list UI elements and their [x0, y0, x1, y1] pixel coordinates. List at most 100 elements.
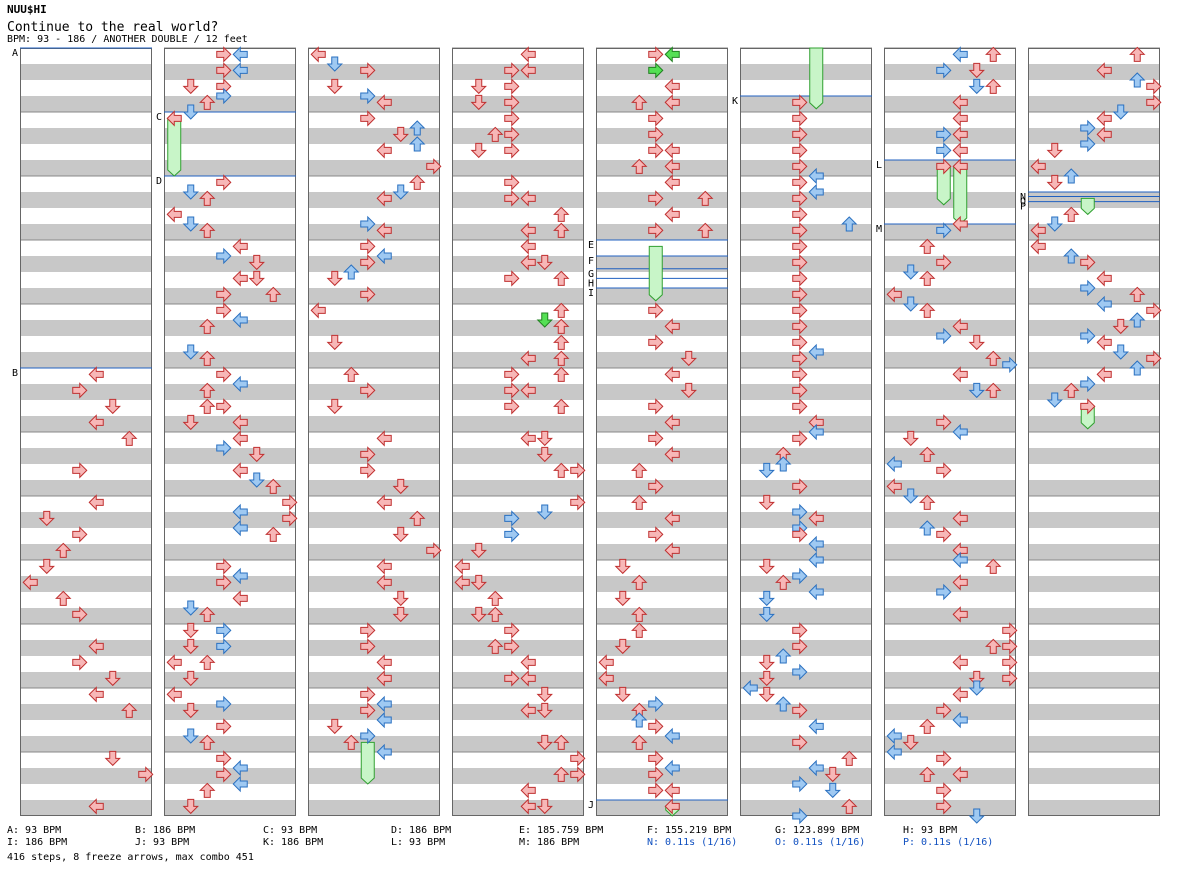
step-arrow: [72, 526, 88, 543]
step-arrow: [553, 334, 570, 350]
step-arrow: [22, 574, 38, 591]
step-arrow: [1080, 254, 1096, 271]
beat-stripe: [884, 384, 1016, 400]
step-arrow: [648, 126, 664, 143]
beat-stripe: [740, 608, 872, 624]
step-arrow: [919, 520, 936, 536]
step-arrow: [936, 142, 952, 159]
beat-stripe: [452, 320, 584, 336]
step-arrow: [808, 551, 824, 569]
beat-stripe: [164, 352, 296, 368]
column-border: [884, 48, 1016, 816]
step-arrow: [648, 222, 664, 239]
beat-stripe: [1028, 224, 1160, 240]
beat-stripe: [164, 800, 296, 816]
step-arrow: [1096, 126, 1112, 143]
beat-stripe: [596, 128, 728, 144]
step-arrow: [631, 712, 648, 728]
step-arrow: [360, 110, 376, 127]
chart-column: [740, 47, 872, 816]
step-arrow: [648, 526, 664, 543]
beat-stripe: [164, 288, 296, 304]
step-arrow: [360, 382, 376, 399]
step-arrow: [952, 654, 968, 671]
step-arrow: [952, 366, 968, 383]
step-arrow: [902, 430, 919, 447]
step-arrow: [232, 519, 248, 537]
step-arrow: [1146, 78, 1162, 95]
step-arrow: [570, 462, 586, 479]
step-arrow: [808, 718, 824, 735]
step-arrow: [166, 686, 182, 703]
step-arrow: [182, 728, 199, 744]
step-arrow: [166, 206, 182, 223]
step-arrow: [536, 446, 553, 463]
step-arrow: [182, 670, 199, 687]
step-arrow: [697, 190, 714, 206]
step-arrow: [631, 574, 648, 590]
freeze-arrow: [953, 165, 968, 225]
bpm-change-label: P: [1020, 202, 1026, 213]
step-arrow: [376, 494, 392, 511]
step-arrow: [664, 759, 680, 777]
chart-meta: BPM: 93 - 186 / ANOTHER DOUBLE / 12 feet: [7, 34, 248, 45]
step-arrow: [792, 302, 808, 319]
step-arrow: [520, 782, 536, 799]
step-arrow: [182, 104, 199, 120]
step-arrow: [968, 680, 985, 696]
step-arrow: [792, 702, 808, 719]
step-arrow: [343, 366, 360, 382]
beat-stripe: [596, 576, 728, 592]
step-arrow: [199, 734, 216, 750]
step-arrow: [88, 638, 104, 655]
step-arrow: [648, 478, 664, 495]
beat-stripe: [308, 64, 440, 80]
beat-stripe: [164, 576, 296, 592]
step-arrow: [808, 583, 824, 601]
step-arrow: [952, 94, 968, 111]
step-arrow: [792, 222, 808, 239]
step-arrow: [536, 702, 553, 719]
beat-stripe: [740, 416, 872, 432]
step-arrow: [936, 414, 952, 431]
beat-stripe: [884, 288, 1016, 304]
step-arrow: [504, 142, 520, 159]
beat-stripe: [452, 192, 584, 208]
step-arrow: [360, 286, 376, 303]
step-arrow: [792, 110, 808, 127]
step-arrow: [199, 606, 216, 622]
step-arrow: [216, 638, 232, 655]
step-arrow: [216, 750, 232, 767]
beat-stripe: [308, 352, 440, 368]
beat-stripe: [452, 608, 584, 624]
step-arrow: [182, 798, 199, 815]
step-arrow: [72, 462, 88, 479]
step-arrow: [792, 382, 808, 399]
step-arrow: [1046, 392, 1063, 408]
step-arrow: [664, 318, 680, 335]
step-arrow: [520, 430, 536, 447]
step-arrow: [1096, 334, 1112, 351]
step-arrow: [1002, 356, 1018, 374]
step-arrow: [1030, 222, 1046, 239]
step-arrow: [758, 670, 775, 687]
step-arrow: [1096, 62, 1112, 79]
beat-stripe: [452, 768, 584, 784]
step-arrow: [1146, 350, 1162, 367]
step-arrow: [631, 622, 648, 638]
step-arrow: [792, 638, 808, 655]
step-arrow: [631, 494, 648, 510]
step-arrow: [343, 734, 360, 750]
freeze-arrow: [809, 47, 824, 110]
beat-stripe: [884, 736, 1016, 752]
beat-stripe: [1028, 384, 1160, 400]
step-arrow: [1129, 312, 1146, 328]
step-arrow: [792, 807, 808, 825]
beat-stripe: [1028, 416, 1160, 432]
beat-stripe: [308, 384, 440, 400]
chart-column: [452, 47, 584, 816]
step-arrow: [232, 270, 248, 287]
step-arrow: [792, 318, 808, 335]
beat-stripe: [596, 704, 728, 720]
step-arrow: [487, 126, 504, 142]
